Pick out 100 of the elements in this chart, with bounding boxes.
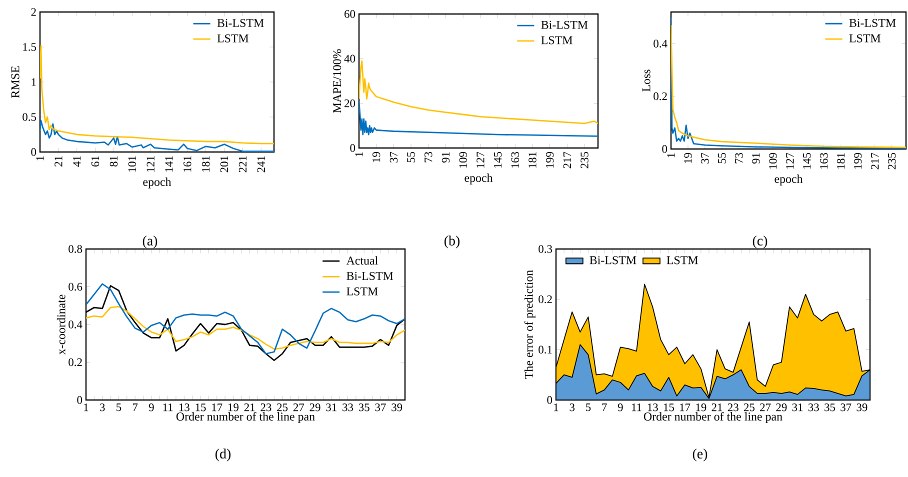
x-tick-label: 81 <box>110 156 118 167</box>
x-tick-label: 61 <box>91 156 100 166</box>
x-tick-label: 161 <box>184 156 192 172</box>
x-tick-label: 73 <box>424 152 432 162</box>
x-tick-label: 3 <box>100 404 105 412</box>
x-tick-label: 35 <box>358 404 370 412</box>
x-tick-label: 33 <box>808 404 819 412</box>
y-tick-label: 20 <box>344 99 356 108</box>
x-tick-label: 1 <box>554 404 558 412</box>
x-tick-label: 37 <box>840 404 852 412</box>
x-tick-label: 39 <box>392 404 402 412</box>
x-tick-label: 19 <box>684 152 692 163</box>
legend-label: Bi-LSTM <box>346 272 394 280</box>
x-axis-title: Order number of the line pan <box>176 412 315 424</box>
x-tick-label: 235 <box>888 152 896 170</box>
x-tick-label: 163 <box>820 152 828 169</box>
legend-label: LSTM <box>541 36 572 44</box>
legend-label: Bi-LSTM <box>849 18 896 27</box>
x-tick-label: 201 <box>220 156 228 172</box>
y-tick-label: 0.2 <box>538 295 552 304</box>
x-tick-label: 7 <box>602 404 607 412</box>
x-tick-label: 19 <box>228 404 238 412</box>
x-tick-label: 109 <box>769 152 777 169</box>
y-tick-label: 0 <box>350 144 356 152</box>
x-tick-label: 163 <box>511 152 519 168</box>
x-tick-label: 1 <box>36 156 44 160</box>
x-axis-title: Order number of the line pan <box>644 412 782 424</box>
x-tick-label: 39 <box>856 404 868 412</box>
text: (e) <box>692 448 708 462</box>
y-tick-label: 1.5 <box>23 43 36 51</box>
x-tick-label: 33 <box>342 404 354 412</box>
x-tick-label: 15 <box>196 404 206 412</box>
legend-label: LSTM <box>666 256 698 264</box>
x-tick-label: 101 <box>128 156 136 172</box>
x-tick-label: 7 <box>132 404 138 412</box>
y-axis-title: RMSE <box>11 66 20 98</box>
y-tick-label: 0.8 <box>68 245 82 253</box>
y-tick-label: 1 <box>32 78 36 86</box>
x-tick-label: 11 <box>632 404 642 412</box>
x-tick-label: 141 <box>165 156 173 172</box>
x-tick-label: 1 <box>355 152 363 156</box>
y-tick-label: 0.4 <box>654 40 668 48</box>
x-axis-title: epoch <box>774 174 803 186</box>
x-tick-label: 21 <box>244 404 255 412</box>
x-tick-label: 25 <box>277 404 288 412</box>
y-tick-label: 0.6 <box>68 282 82 291</box>
y-axis-title: x-coordinate <box>56 294 66 355</box>
x-tick-label: 127 <box>476 152 484 168</box>
x-tick-label: 9 <box>618 404 623 412</box>
y-axis-title: The error of prediction <box>524 270 536 379</box>
x-tick-label: 17 <box>212 404 222 412</box>
legend-label: Actual <box>346 256 378 265</box>
x-tick-label: 3 <box>570 404 575 412</box>
text: (a) <box>142 236 158 248</box>
x-tick-label: 55 <box>407 152 415 162</box>
x-tick-label: 121 <box>146 156 154 172</box>
x-tick-label: 41 <box>73 156 81 167</box>
x-tick-label: 25 <box>744 404 755 412</box>
y-axis-title: MAPE/100% <box>333 49 342 113</box>
x-tick-label: 31 <box>792 404 803 412</box>
x-tick-label: 29 <box>776 404 787 412</box>
x-tick-label: 181 <box>202 156 210 172</box>
x-tick-label: 13 <box>648 404 658 412</box>
x-tick-label: 29 <box>310 404 320 412</box>
text: (c) <box>752 236 768 248</box>
x-tick-label: 5 <box>586 404 591 412</box>
y-tick-label: 0.1 <box>538 346 552 354</box>
legend-label: LSTM <box>217 34 249 42</box>
x-tick-label: 181 <box>837 153 845 169</box>
x-tick-label: 91 <box>752 153 760 164</box>
x-tick-label: 35 <box>824 404 836 412</box>
y-tick-label: 60 <box>344 10 356 18</box>
x-tick-label: 21 <box>54 156 62 166</box>
x-tick-label: 55 <box>718 152 726 164</box>
y-tick-label: 2 <box>31 8 36 16</box>
x-tick-label: 5 <box>116 404 122 412</box>
y-tick-label: 0 <box>662 145 668 153</box>
x-tick-label: 27 <box>760 404 771 412</box>
x-axis-title: epoch <box>143 178 172 188</box>
y-tick-label: 40 <box>344 54 356 63</box>
y-tick-label: 0.2 <box>68 358 82 366</box>
legend-label: Bi-LSTM <box>590 256 636 264</box>
y-tick-label: 0.4 <box>68 320 82 328</box>
x-tick-label: 221 <box>238 156 246 172</box>
y-tick-label: 0 <box>77 396 82 404</box>
text: (b) <box>444 236 460 248</box>
x-tick-label: 23 <box>728 404 738 412</box>
x-tick-label: 1 <box>84 404 88 412</box>
x-tick-label: 37 <box>390 152 398 162</box>
x-tick-label: 1 <box>667 153 675 158</box>
x-tick-label: 9 <box>148 404 154 412</box>
text: (d) <box>215 448 231 462</box>
x-tick-label: 91 <box>442 152 450 163</box>
x-tick-label: 15 <box>664 404 674 412</box>
x-tick-label: 217 <box>563 152 571 168</box>
y-tick-label: 0.3 <box>538 245 552 253</box>
x-tick-label: 37 <box>375 404 386 412</box>
x-tick-label: 145 <box>494 152 502 168</box>
y-tick-label: 0 <box>31 148 36 156</box>
y-tick-label: 0.5 <box>22 113 36 121</box>
